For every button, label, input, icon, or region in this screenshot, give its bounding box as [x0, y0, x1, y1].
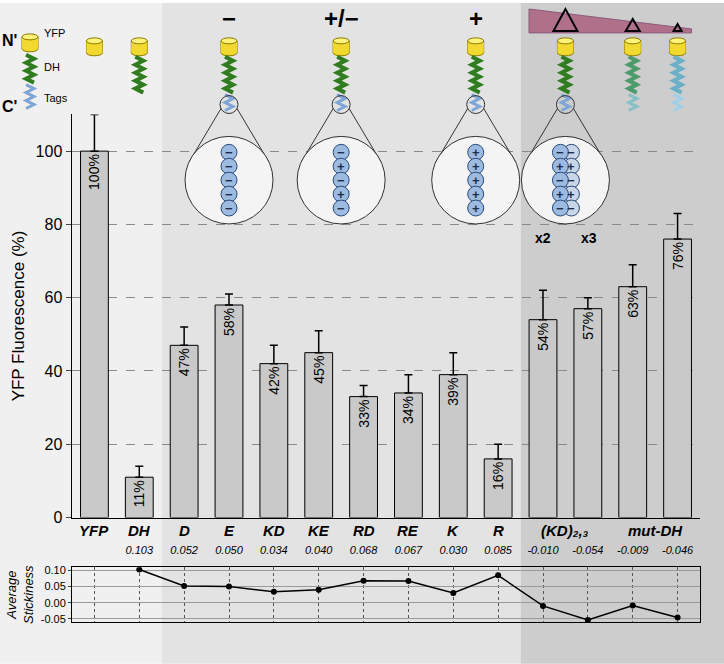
svg-text:20: 20 [45, 436, 63, 453]
svg-text:-0.009: -0.009 [617, 544, 648, 556]
svg-text:+: + [556, 187, 564, 202]
svg-text:0.030: 0.030 [440, 544, 468, 556]
svg-text:−: − [222, 5, 236, 32]
svg-text:0.103: 0.103 [126, 544, 154, 556]
svg-text:76%: 76% [670, 242, 686, 270]
svg-text:+: + [556, 159, 564, 174]
svg-text:+: + [469, 5, 483, 32]
svg-text:x2: x2 [535, 230, 551, 246]
svg-text:16%: 16% [490, 462, 506, 490]
svg-text:DH: DH [44, 61, 60, 73]
svg-text:+: + [472, 159, 480, 174]
svg-text:x3: x3 [581, 230, 597, 246]
svg-text:−: − [225, 201, 233, 216]
svg-text:C': C' [2, 98, 17, 115]
svg-text:11%: 11% [131, 480, 147, 507]
svg-text:YFP Fluorescence (%): YFP Fluorescence (%) [9, 231, 28, 402]
svg-text:-0.010: -0.010 [527, 544, 559, 556]
svg-text:42%: 42% [266, 367, 282, 395]
svg-text:0.05: 0.05 [44, 580, 65, 592]
svg-text:58%: 58% [221, 308, 237, 336]
svg-text:K: K [447, 522, 459, 539]
svg-text:DH: DH [128, 522, 151, 539]
svg-text:+: + [337, 159, 345, 174]
svg-text:45%: 45% [311, 356, 327, 384]
svg-text:−: − [225, 159, 233, 174]
svg-text:0.067: 0.067 [395, 544, 423, 556]
svg-text:(KD)₂,₃: (KD)₂,₃ [541, 522, 589, 539]
svg-text:R: R [493, 522, 504, 539]
svg-text:39%: 39% [445, 378, 461, 406]
svg-text:KD: KD [263, 522, 285, 539]
svg-text:57%: 57% [580, 312, 596, 340]
svg-text:RD: RD [353, 522, 375, 539]
svg-text:40: 40 [45, 363, 63, 380]
svg-text:54%: 54% [535, 323, 551, 351]
svg-text:mut-DH: mut-DH [628, 522, 683, 539]
svg-text:−: − [225, 145, 233, 160]
svg-text:0.085: 0.085 [484, 544, 512, 556]
svg-text:N': N' [2, 32, 17, 49]
svg-text:-0.05: -0.05 [41, 613, 66, 625]
svg-text:60: 60 [45, 289, 63, 306]
svg-text:+: + [472, 145, 480, 160]
svg-text:YFP: YFP [44, 27, 65, 39]
svg-text:−: − [567, 173, 575, 188]
svg-text:−: − [337, 173, 345, 188]
svg-text:−: − [556, 173, 564, 188]
svg-text:−: − [567, 201, 575, 216]
svg-text:100: 100 [36, 143, 63, 160]
svg-text:+: + [567, 187, 575, 202]
svg-text:−: − [556, 145, 564, 160]
svg-text:0.068: 0.068 [350, 544, 378, 556]
svg-text:Tags: Tags [44, 92, 68, 104]
svg-text:0.00: 0.00 [44, 597, 65, 609]
svg-text:0: 0 [53, 509, 62, 526]
svg-text:+/−: +/− [324, 5, 359, 32]
svg-text:−: − [556, 201, 564, 216]
svg-text:RE: RE [397, 522, 419, 539]
svg-text:0.10: 0.10 [44, 564, 65, 576]
svg-text:−: − [567, 145, 575, 160]
svg-text:E: E [224, 522, 235, 539]
svg-text:47%: 47% [176, 348, 192, 376]
svg-text:0.034: 0.034 [260, 544, 288, 556]
svg-text:+: + [472, 187, 480, 202]
svg-text:80: 80 [45, 216, 63, 233]
svg-text:KE: KE [308, 522, 330, 539]
svg-text:-0.054: -0.054 [572, 544, 603, 556]
svg-text:0.052: 0.052 [170, 544, 198, 556]
svg-text:−: − [337, 145, 345, 160]
svg-text:+: + [567, 159, 575, 174]
svg-text:+: + [337, 187, 345, 202]
svg-text:34%: 34% [400, 396, 416, 424]
svg-text:D: D [179, 522, 190, 539]
svg-text:100%: 100% [86, 154, 102, 190]
svg-text:−: − [225, 187, 233, 202]
svg-text:0.040: 0.040 [305, 544, 333, 556]
svg-text:-0.046: -0.046 [662, 544, 694, 556]
svg-text:0.050: 0.050 [215, 544, 243, 556]
svg-text:33%: 33% [356, 400, 372, 428]
svg-text:+: + [472, 173, 480, 188]
svg-text:AverageStickiness: AverageStickiness [4, 565, 36, 624]
svg-text:−: − [337, 201, 345, 216]
svg-text:YFP: YFP [79, 522, 109, 539]
svg-text:+: + [472, 201, 480, 216]
svg-text:63%: 63% [625, 290, 641, 318]
svg-text:−: − [225, 173, 233, 188]
